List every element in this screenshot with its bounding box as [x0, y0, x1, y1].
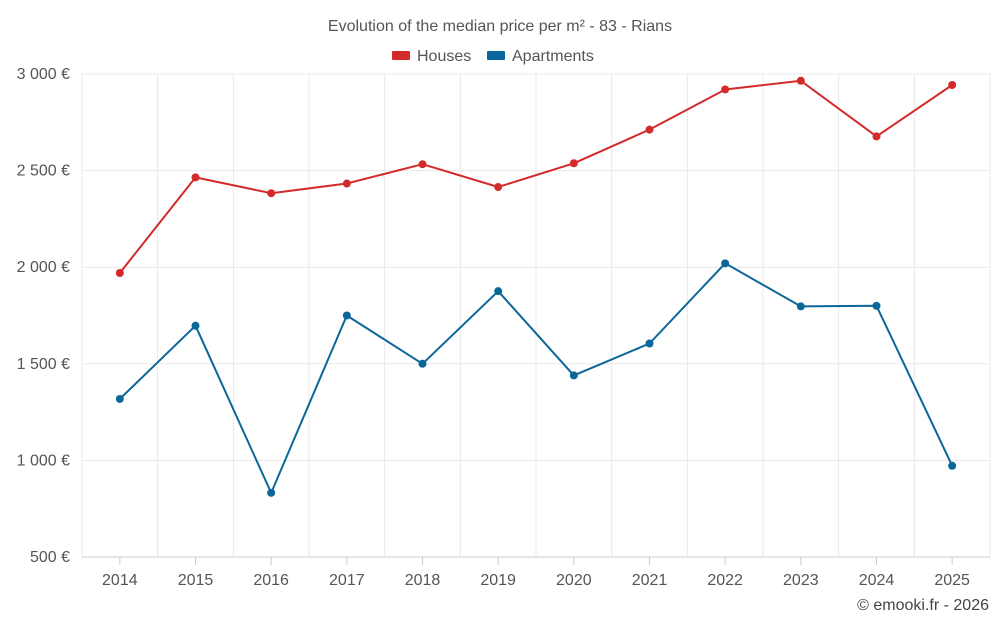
legend-label-apartments: Apartments — [512, 48, 594, 65]
data-point-apartments-2022[interactable] — [721, 259, 730, 268]
x-tick-label: 2022 — [707, 572, 743, 589]
series-apartments — [115, 259, 957, 497]
legend-swatch-houses — [392, 51, 410, 60]
chart-title: Evolution of the median price per m² - 8… — [328, 18, 672, 35]
y-axis-ticks: 500 € 1 000 € 1 500 € 2 000 € 2 500 € 3 000 € — [17, 66, 70, 566]
x-tick-label: 2025 — [934, 572, 970, 589]
legend-item-houses[interactable]: Houses — [392, 48, 471, 65]
data-point-apartments-2018[interactable] — [418, 359, 427, 368]
x-tick-label: 2023 — [783, 572, 819, 589]
x-tick-label: 2017 — [329, 572, 365, 589]
x-tick-label: 2020 — [556, 572, 592, 589]
data-point-apartments-2017[interactable] — [342, 311, 351, 320]
data-point-apartments-2025[interactable] — [948, 461, 957, 470]
y-tick-label: 3 000 € — [17, 66, 70, 83]
x-tick-label: 2016 — [253, 572, 289, 589]
series-houses — [115, 76, 957, 277]
data-point-apartments-2016[interactable] — [267, 488, 276, 497]
data-point-houses-2024[interactable] — [872, 132, 881, 141]
series — [115, 76, 957, 497]
data-point-apartments-2024[interactable] — [872, 301, 881, 310]
x-tick-label: 2015 — [178, 572, 214, 589]
data-point-houses-2022[interactable] — [721, 85, 730, 94]
legend-item-apartments[interactable]: Apartments — [487, 48, 594, 65]
legend-swatch-apartments — [487, 51, 505, 60]
x-tick-label: 2019 — [480, 572, 516, 589]
data-point-apartments-2015[interactable] — [191, 321, 200, 330]
data-point-apartments-2020[interactable] — [569, 371, 578, 380]
data-point-houses-2018[interactable] — [418, 160, 427, 169]
series-line-apartments — [119, 262, 954, 494]
y-tick-label: 2 000 € — [17, 259, 70, 276]
data-point-houses-2015[interactable] — [191, 173, 200, 182]
data-point-houses-2014[interactable] — [115, 268, 124, 277]
legend: Houses Apartments — [392, 48, 594, 65]
y-tick-label: 500 € — [30, 549, 70, 566]
data-point-apartments-2023[interactable] — [796, 302, 805, 311]
data-point-houses-2023[interactable] — [796, 76, 805, 85]
data-point-houses-2025[interactable] — [948, 81, 957, 90]
data-point-apartments-2019[interactable] — [494, 287, 503, 296]
x-tick-label: 2021 — [632, 572, 668, 589]
data-point-houses-2020[interactable] — [569, 159, 578, 168]
legend-label-houses: Houses — [417, 48, 471, 65]
data-point-apartments-2014[interactable] — [115, 394, 124, 403]
series-line-houses — [119, 79, 953, 274]
x-tick-label: 2018 — [405, 572, 441, 589]
data-point-houses-2016[interactable] — [267, 189, 276, 198]
x-axis-ticks: 2014 2015 2016 2017 2018 2019 2020 2021 2022 2023… — [102, 557, 970, 589]
x-tick-label: 2014 — [102, 572, 138, 589]
credit-text: © emooki.fr - 2026 — [857, 597, 989, 614]
data-point-houses-2017[interactable] — [342, 179, 351, 188]
data-point-apartments-2021[interactable] — [645, 339, 654, 348]
y-tick-label: 1 000 € — [17, 452, 70, 469]
x-tick-label: 2024 — [859, 572, 895, 589]
data-point-houses-2021[interactable] — [645, 125, 654, 134]
grid — [81, 73, 991, 557]
y-tick-label: 2 500 € — [17, 163, 70, 180]
y-tick-label: 1 500 € — [17, 356, 70, 373]
data-point-houses-2019[interactable] — [494, 183, 503, 192]
